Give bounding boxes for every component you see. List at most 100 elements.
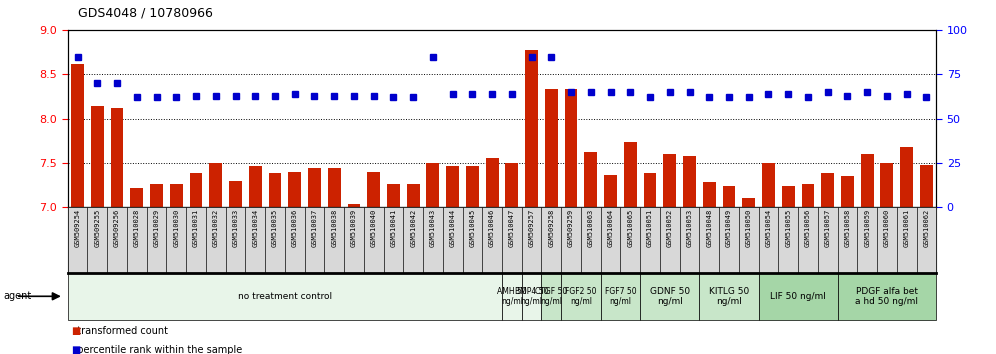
Text: GSM510065: GSM510065	[627, 209, 633, 247]
Text: GSM510062: GSM510062	[923, 209, 929, 247]
Text: GSM510064: GSM510064	[608, 209, 614, 247]
Text: GSM510048: GSM510048	[706, 209, 712, 247]
Bar	[505, 163, 518, 207]
Text: GSM510032: GSM510032	[213, 209, 219, 247]
Bar	[189, 173, 202, 207]
Text: ■: ■	[71, 345, 80, 354]
Bar	[762, 163, 775, 207]
Bar	[170, 184, 182, 207]
Text: GSM510053: GSM510053	[686, 209, 692, 247]
Text: GSM510040: GSM510040	[371, 209, 376, 247]
Text: GSM510043: GSM510043	[430, 209, 436, 247]
Text: agent: agent	[3, 291, 31, 302]
Bar	[387, 184, 399, 207]
Text: GSM509254: GSM509254	[75, 209, 81, 247]
Bar	[426, 163, 439, 207]
Text: GSM510037: GSM510037	[312, 209, 318, 247]
Text: GSM510050: GSM510050	[746, 209, 752, 247]
Text: GSM510030: GSM510030	[173, 209, 179, 247]
Text: GSM510034: GSM510034	[252, 209, 258, 247]
Text: GSM510044: GSM510044	[449, 209, 455, 247]
Text: BMP4 50
ng/ml: BMP4 50 ng/ml	[515, 287, 548, 306]
Bar	[722, 186, 735, 207]
Bar	[605, 175, 617, 207]
Bar	[841, 176, 854, 207]
Bar	[111, 108, 124, 207]
Text: GSM510063: GSM510063	[588, 209, 594, 247]
Bar	[703, 182, 716, 207]
Bar	[406, 184, 419, 207]
Text: GSM510057: GSM510057	[825, 209, 831, 247]
Text: KITLG 50
ng/ml: KITLG 50 ng/ml	[709, 287, 749, 306]
Text: GSM510047: GSM510047	[509, 209, 515, 247]
Text: GSM510029: GSM510029	[153, 209, 159, 247]
Text: GSM510038: GSM510038	[332, 209, 338, 247]
Bar	[269, 173, 282, 207]
Text: GSM510051: GSM510051	[647, 209, 653, 247]
Text: GSM510039: GSM510039	[351, 209, 357, 247]
Bar	[822, 173, 834, 207]
Bar	[288, 172, 301, 207]
Bar	[683, 156, 696, 207]
Bar	[742, 198, 755, 207]
Text: GDNF 50
ng/ml: GDNF 50 ng/ml	[649, 287, 690, 306]
Bar	[920, 165, 933, 207]
Bar	[308, 168, 321, 207]
Text: GSM510033: GSM510033	[232, 209, 238, 247]
Text: no treatment control: no treatment control	[238, 292, 332, 301]
Bar	[900, 147, 913, 207]
Text: GSM510041: GSM510041	[390, 209, 396, 247]
Text: GSM510061: GSM510061	[903, 209, 909, 247]
Text: GSM510059: GSM510059	[865, 209, 871, 247]
Bar	[368, 172, 380, 207]
Text: FGF7 50
ng/ml: FGF7 50 ng/ml	[605, 287, 636, 306]
Text: GSM510042: GSM510042	[410, 209, 416, 247]
Text: GSM510055: GSM510055	[785, 209, 791, 247]
Text: GSM510031: GSM510031	[193, 209, 199, 247]
Bar	[880, 163, 893, 207]
Text: GSM510058: GSM510058	[845, 209, 851, 247]
Text: GSM510054: GSM510054	[766, 209, 772, 247]
Bar	[486, 158, 499, 207]
Text: GSM510028: GSM510028	[133, 209, 139, 247]
Text: GSM509257: GSM509257	[529, 209, 535, 247]
Bar	[71, 64, 84, 207]
Bar	[861, 154, 873, 207]
Text: transformed count: transformed count	[71, 326, 167, 336]
Text: GSM510036: GSM510036	[292, 209, 298, 247]
Text: GSM510052: GSM510052	[666, 209, 672, 247]
Text: GDS4048 / 10780966: GDS4048 / 10780966	[78, 6, 212, 19]
Bar	[802, 184, 815, 207]
Bar	[249, 166, 262, 207]
Bar	[525, 50, 538, 207]
Text: GSM510049: GSM510049	[726, 209, 732, 247]
Text: FGF2 50
ng/ml: FGF2 50 ng/ml	[565, 287, 597, 306]
Bar	[209, 163, 222, 207]
Bar	[565, 88, 578, 207]
Bar	[446, 166, 459, 207]
Text: GSM510046: GSM510046	[489, 209, 495, 247]
Text: GSM510035: GSM510035	[272, 209, 278, 247]
Text: GSM510045: GSM510045	[469, 209, 475, 247]
Bar	[348, 205, 361, 207]
Bar	[466, 166, 479, 207]
Text: PDGF alfa bet
a hd 50 ng/ml: PDGF alfa bet a hd 50 ng/ml	[856, 287, 918, 306]
Bar	[150, 184, 163, 207]
Bar	[623, 142, 636, 207]
Bar	[782, 186, 795, 207]
Bar	[643, 173, 656, 207]
Bar	[328, 168, 341, 207]
Text: GSM509256: GSM509256	[115, 209, 121, 247]
Text: LIF 50 ng/ml: LIF 50 ng/ml	[770, 292, 826, 301]
Bar	[91, 106, 104, 207]
Text: CTGF 50
ng/ml: CTGF 50 ng/ml	[535, 287, 568, 306]
Bar	[545, 89, 558, 207]
Text: GSM509255: GSM509255	[95, 209, 101, 247]
Text: GSM509258: GSM509258	[549, 209, 555, 247]
Bar	[585, 152, 598, 207]
Text: GSM510060: GSM510060	[883, 209, 889, 247]
Text: GSM509259: GSM509259	[568, 209, 574, 247]
Bar	[229, 181, 242, 207]
Text: GSM510056: GSM510056	[805, 209, 811, 247]
Bar	[130, 188, 143, 207]
